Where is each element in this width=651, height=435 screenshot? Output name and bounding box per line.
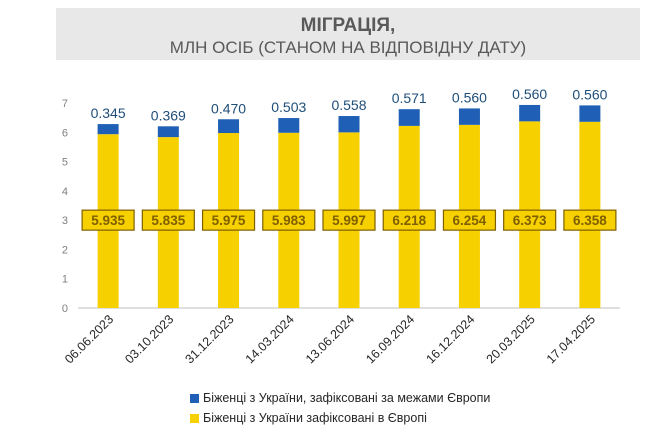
bar-outside bbox=[278, 118, 300, 133]
legend-label-europe: Біженці з України зафіксовані в Європі bbox=[203, 411, 427, 425]
bar-outside bbox=[579, 105, 601, 122]
y-tick-label: 4 bbox=[62, 186, 68, 198]
bar-outside bbox=[398, 109, 420, 126]
data-label-box-europe bbox=[201, 209, 256, 231]
x-tick-label: 14.03.2024 bbox=[243, 312, 297, 366]
data-label-europe: 5.835 bbox=[151, 213, 185, 228]
y-tick-label: 7 bbox=[62, 98, 68, 110]
data-label-europe: 6.358 bbox=[573, 213, 607, 228]
data-label-outside: 0.345 bbox=[91, 105, 126, 121]
x-tick-label: 16.12.2024 bbox=[423, 312, 477, 366]
x-tick-label: 20.03.2025 bbox=[484, 312, 538, 366]
data-label-outside: 0.560 bbox=[512, 86, 547, 102]
y-tick-label: 5 bbox=[62, 157, 68, 169]
data-label-box-europe bbox=[322, 209, 376, 231]
x-tick-label: 06.06.2023 bbox=[62, 312, 116, 366]
data-label-box-europe bbox=[503, 209, 557, 231]
x-tick-label: 17.04.2025 bbox=[544, 312, 598, 366]
data-label-europe: 5.935 bbox=[91, 213, 125, 228]
legend-item-outside: Біженці з України, зафіксовані за межами… bbox=[190, 388, 490, 408]
data-label-outside: 0.369 bbox=[151, 107, 186, 123]
bar-outside bbox=[218, 119, 240, 134]
bar-outside bbox=[338, 116, 360, 133]
data-label-outside: 0.558 bbox=[331, 97, 366, 113]
chart-title: МІГРАЦІЯ, bbox=[300, 15, 396, 36]
data-label-box-europe bbox=[141, 209, 195, 231]
x-tick-label: 31.12.2023 bbox=[183, 312, 237, 366]
data-label-europe: 5.997 bbox=[332, 213, 366, 228]
legend-swatch-outside bbox=[190, 393, 199, 403]
x-tick-label: 13.06.2024 bbox=[303, 312, 357, 366]
data-label-outside: 0.560 bbox=[572, 86, 607, 102]
data-label-outside: 0.503 bbox=[271, 99, 306, 115]
data-label-outside: 0.560 bbox=[452, 89, 487, 105]
data-label-europe: 6.373 bbox=[513, 213, 547, 228]
data-label-europe: 6.254 bbox=[453, 213, 487, 228]
bar-outside bbox=[157, 126, 179, 138]
legend-swatch-europe bbox=[190, 413, 199, 423]
bar-outside bbox=[519, 104, 541, 122]
bar-outside bbox=[97, 124, 119, 135]
data-label-outside: 0.571 bbox=[392, 90, 427, 106]
legend-item-europe: Біженці з України зафіксовані в Європі bbox=[190, 408, 490, 428]
chart-legend: Біженці з України, зафіксовані за межами… bbox=[190, 388, 490, 428]
y-tick-label: 6 bbox=[62, 127, 68, 139]
data-label-box-europe bbox=[81, 209, 135, 231]
data-label-europe: 6.218 bbox=[392, 213, 426, 228]
y-tick-label: 0 bbox=[62, 303, 68, 315]
chart-subtitle: МЛН ОСІБ (СТАНОМ НА ВІДПОВІДНУ ДАТУ) bbox=[169, 38, 527, 57]
data-label-europe: 5.975 bbox=[212, 213, 246, 228]
data-label-box-europe bbox=[442, 209, 497, 231]
x-tick-label: 03.10.2023 bbox=[122, 312, 176, 366]
data-label-outside: 0.470 bbox=[211, 100, 246, 116]
chart-title-band: МІГРАЦІЯ, МЛН ОСІБ (СТАНОМ НА ВІДПОВІДНУ… bbox=[56, 8, 640, 60]
y-tick-label: 1 bbox=[62, 274, 68, 286]
data-label-europe: 5.983 bbox=[272, 213, 306, 228]
y-tick-label: 3 bbox=[62, 215, 68, 227]
data-label-box-europe bbox=[563, 209, 617, 231]
data-label-box-europe bbox=[262, 209, 316, 231]
x-tick-label: 16.09.2024 bbox=[363, 312, 417, 366]
y-tick-label: 2 bbox=[62, 244, 68, 256]
bar-outside bbox=[458, 108, 480, 125]
data-label-box-europe bbox=[382, 209, 436, 231]
legend-label-outside: Біженці з України, зафіксовані за межами… bbox=[203, 391, 491, 405]
